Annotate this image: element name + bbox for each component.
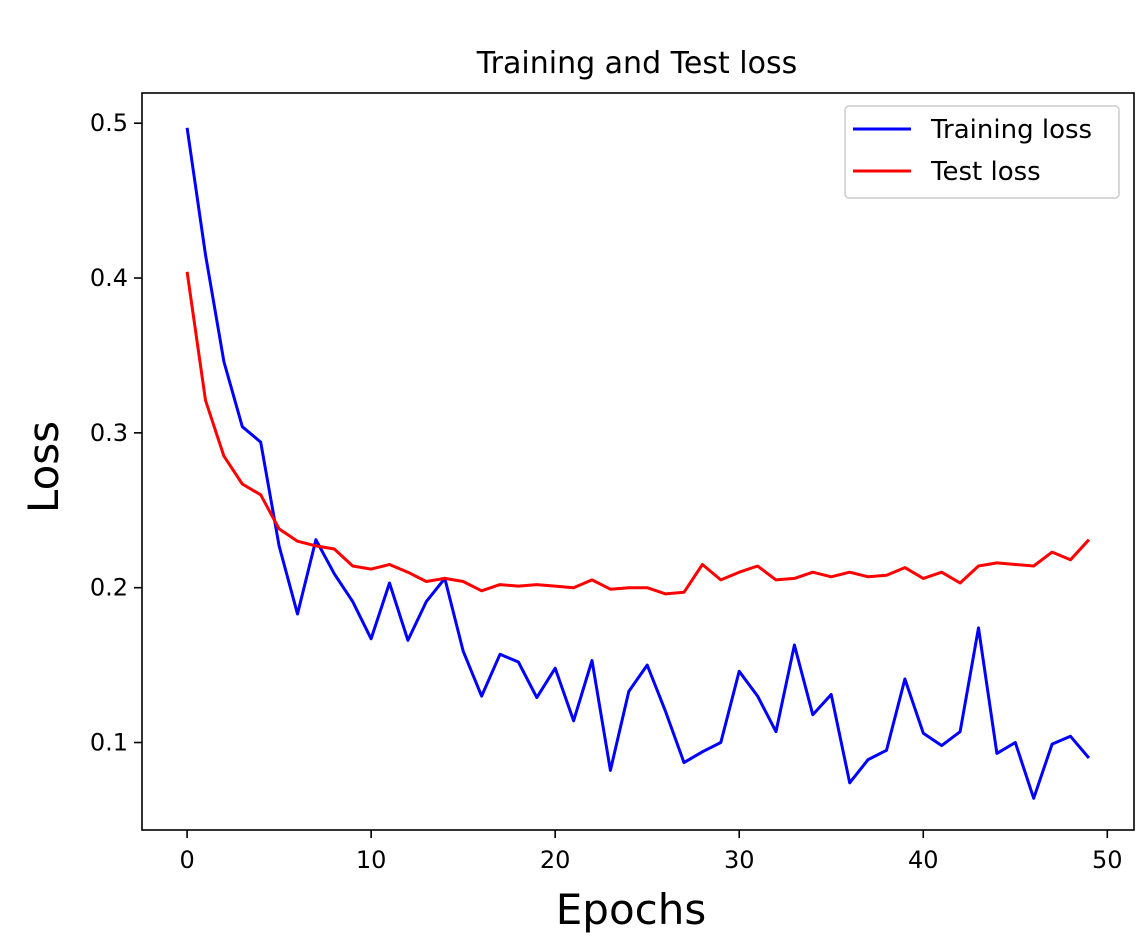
series-line-training-loss (185, 127, 1091, 800)
legend-box (844, 105, 1120, 199)
plot-frame (141, 92, 1135, 831)
x-tick-label: 20 (540, 846, 571, 874)
x-tick-label: 40 (908, 846, 939, 874)
chart-title: Training and Test loss (476, 46, 797, 81)
y-tick-label: 0.4 (90, 264, 128, 292)
y-axis-label: Loss (19, 421, 68, 513)
legend-label: Training loss (930, 115, 1092, 145)
x-tick-label: 50 (1092, 846, 1123, 874)
x-tick-label: 10 (356, 846, 387, 874)
x-axis-label: Epochs (556, 885, 707, 934)
y-tick-label: 0.3 (90, 419, 128, 447)
x-tick-label: 30 (724, 846, 755, 874)
x-tick-label: 0 (179, 846, 194, 874)
y-tick-label: 0.2 (90, 574, 128, 602)
y-tick-label: 0.5 (90, 109, 128, 137)
legend-label: Test loss (930, 157, 1041, 187)
plot-area: 0 10 20 30 40 50 0.1 0.2 0.3 0.4 0.5 (90, 92, 1135, 874)
legend: Training loss Test loss (844, 105, 1120, 199)
series-line-test-loss (185, 271, 1091, 596)
y-tick-label: 0.1 (90, 729, 128, 757)
